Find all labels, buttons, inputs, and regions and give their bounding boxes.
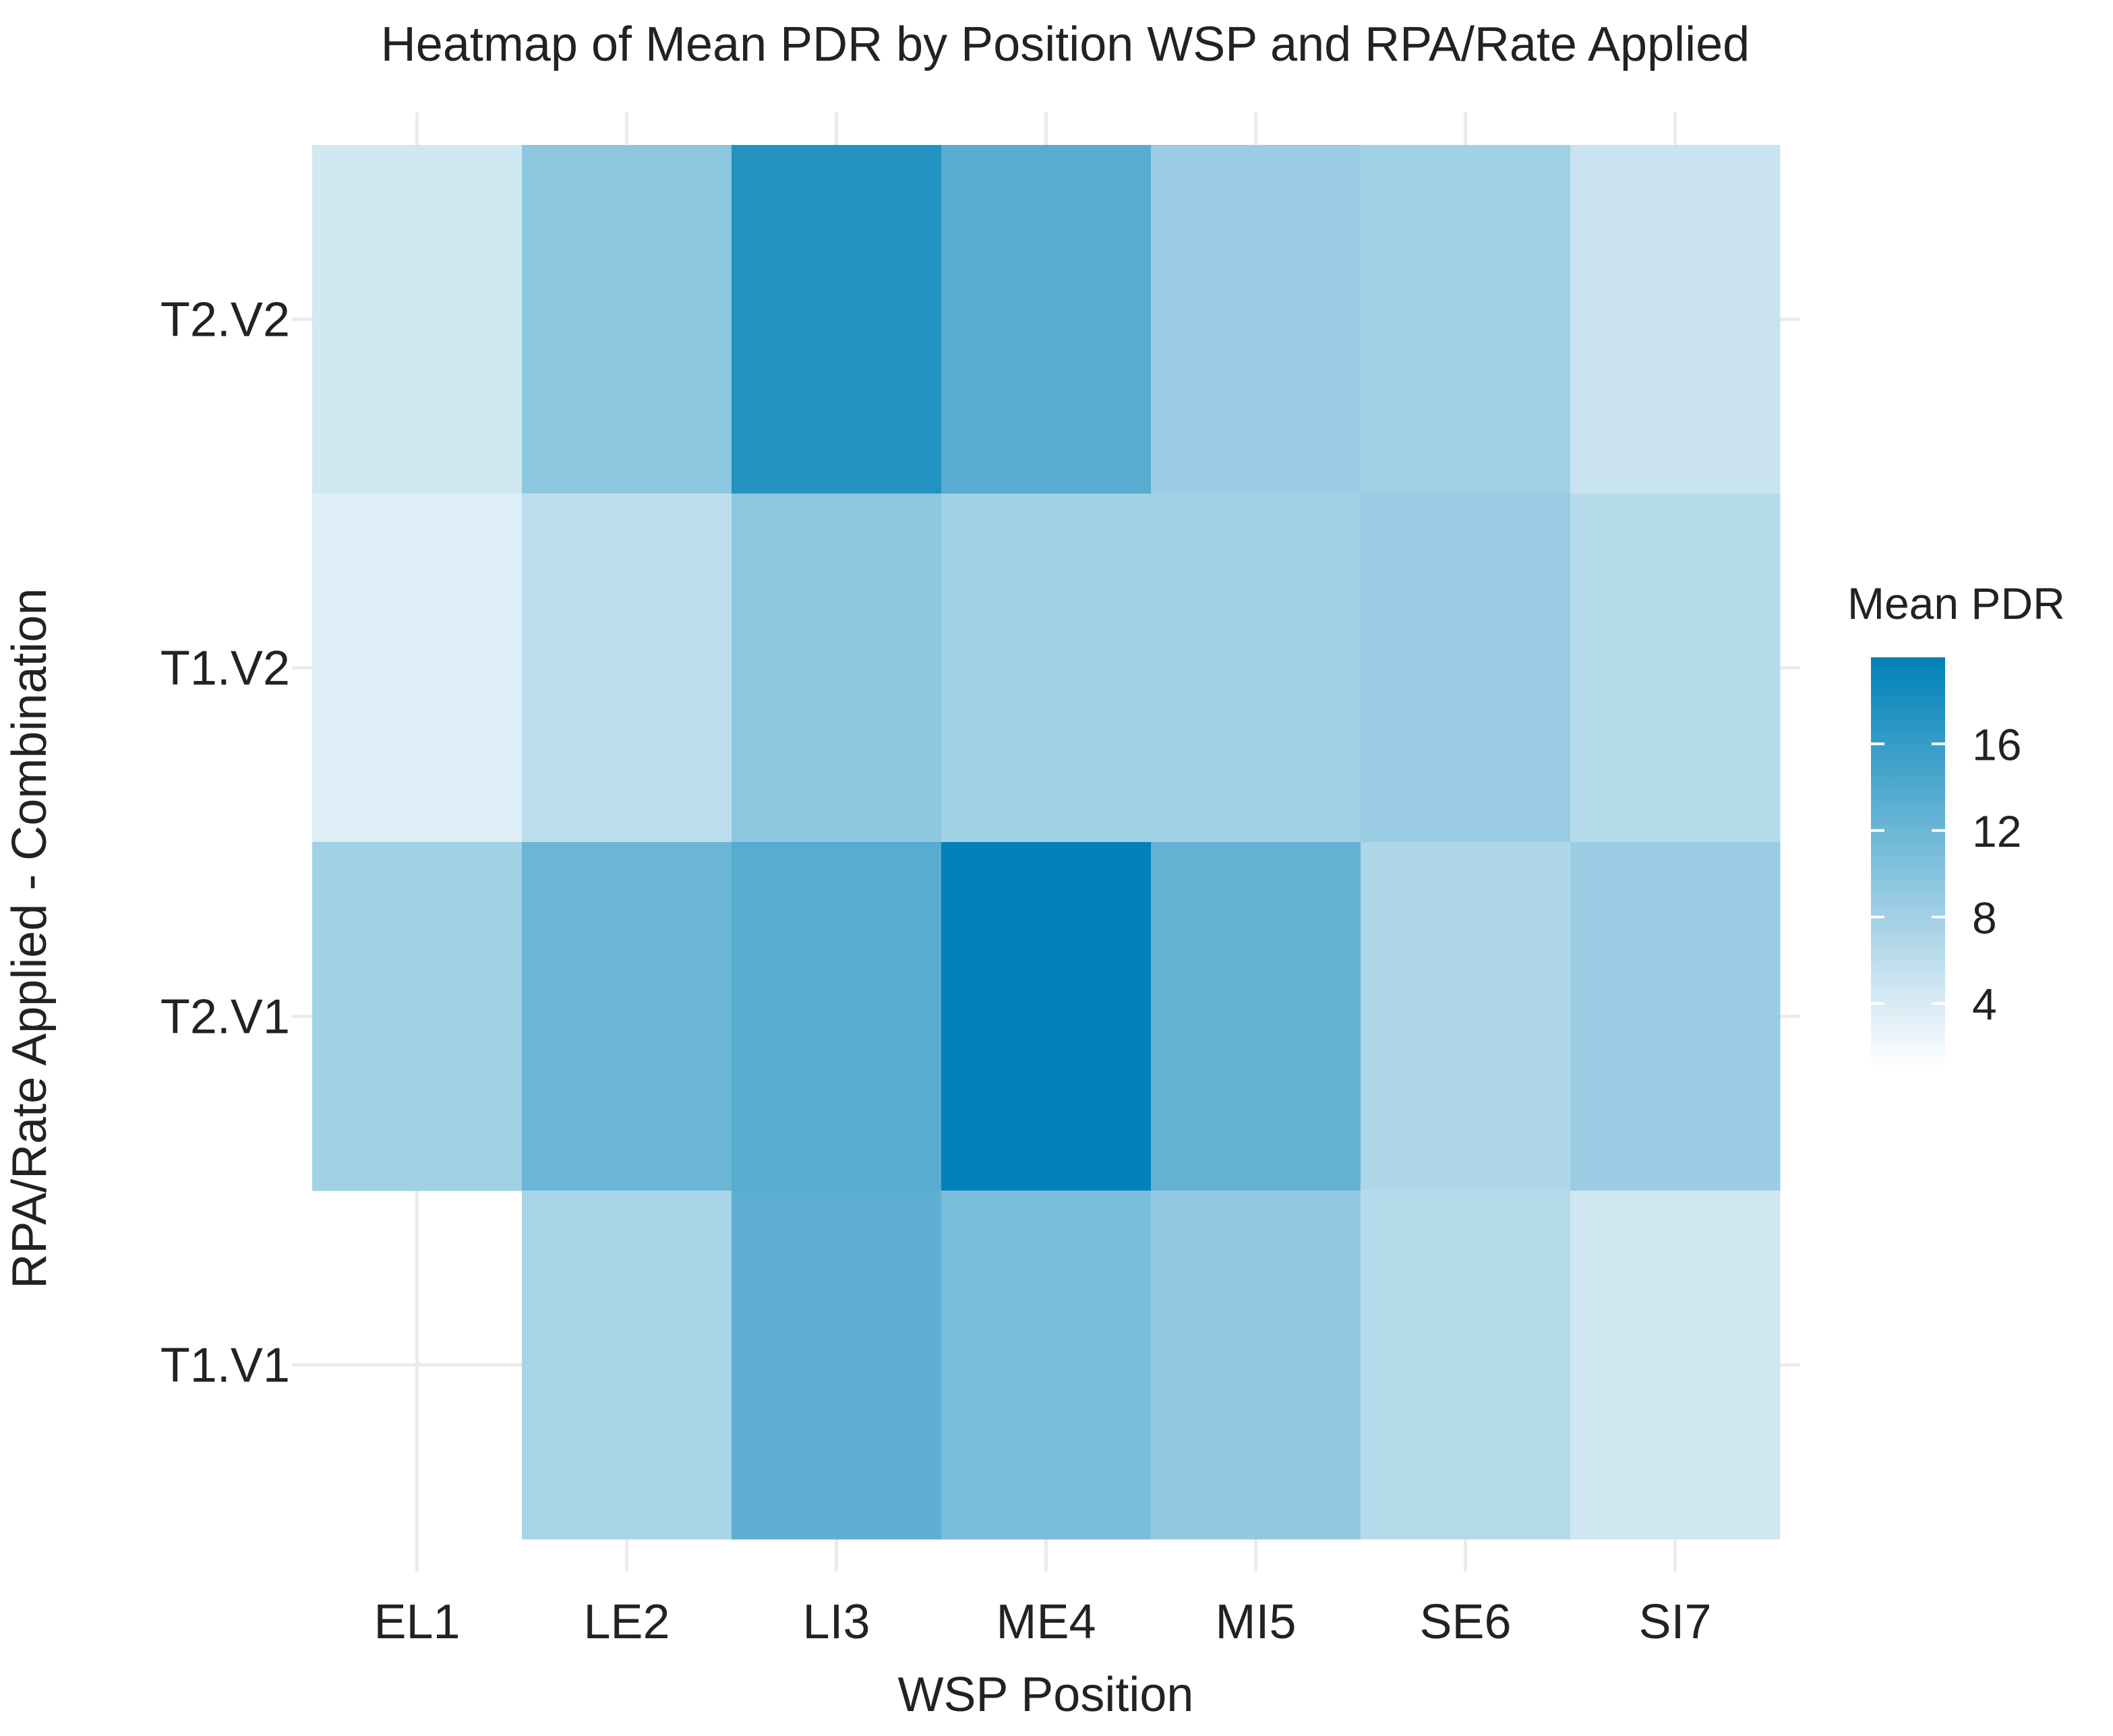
chart-title: Heatmap of Mean PDR by Position WSP and … [381,18,1750,71]
legend-tick-label: 8 [1972,893,1997,942]
heatmap-cells [312,145,1781,1540]
x-tick-label: EL1 [374,1595,460,1649]
legend-tick-label: 12 [1972,806,2021,856]
heatmap-cell-T2.V2-EL1 [312,145,523,494]
heatmap-cell-T2.V2-LE2 [522,145,732,494]
heatmap-cell-T1.V2-MI5 [1151,493,1361,843]
heatmap-cell-T2.V2-MI5 [1151,145,1361,494]
heatmap-cell-T1.V2-LI3 [732,493,942,843]
x-axis-title: WSP Position [898,1668,1194,1722]
heatmap-cell-T1.V1-SI7 [1570,1191,1781,1540]
heatmap-cell-T2.V2-ME4 [941,145,1152,494]
heatmap-cell-T2.V1-EL1 [312,842,523,1191]
y-tick-label: T2.V2 [160,293,290,347]
x-tick-label: SE6 [1419,1595,1511,1649]
color-legend: Mean PDR 4 8 12 16 [1847,578,2065,1069]
x-tick-label: MI5 [1215,1595,1296,1649]
legend-title: Mean PDR [1847,578,2065,628]
heatmap-cell-T1.V1-SE6 [1361,1191,1571,1540]
heatmap-cell-T1.V2-ME4 [941,493,1152,843]
x-tick-label: SI7 [1638,1595,1711,1649]
heatmap-cell-T2.V1-ME4 [941,842,1152,1191]
legend-ticks: 4 8 12 16 [1871,719,2021,1029]
x-tick-label: ME4 [996,1595,1096,1649]
legend-tick-label: 16 [1972,719,2021,769]
heatmap-cell-T2.V1-SE6 [1361,842,1571,1191]
x-axis-ticks: EL1 LE2 LI3 ME4 MI5 SE6 SI7 [374,1595,1711,1649]
y-axis-ticks: T2.V2 T1.V2 T2.V1 T1.V1 [160,293,290,1393]
y-tick-label: T1.V2 [160,642,290,696]
heatmap-cell-T1.V1-ME4 [941,1191,1152,1540]
heatmap-cell-T2.V2-SE6 [1361,145,1571,494]
heatmap-cell-T1.V2-LE2 [522,493,732,843]
heatmap-cell-T1.V2-SE6 [1361,493,1571,843]
x-tick-label: LI3 [802,1595,870,1649]
heatmap-cell-T2.V2-LI3 [732,145,942,494]
heatmap-cell-T2.V2-SI7 [1570,145,1781,494]
y-axis-title: RPA/Rate Applied - Combination [3,588,57,1288]
heatmap-cell-T1.V2-SI7 [1570,493,1781,843]
heatmap-cell-T2.V1-SI7 [1570,842,1781,1191]
heatmap-cell-T2.V1-MI5 [1151,842,1361,1191]
y-tick-label: T1.V1 [160,1339,290,1393]
x-tick-label: LE2 [583,1595,669,1649]
heatmap-cell-T1.V1-MI5 [1151,1191,1361,1540]
heatmap-cell-T2.V1-LI3 [732,842,942,1191]
heatmap-cell-T1.V1-LI3 [732,1191,942,1540]
heatmap-cell-T1.V1-LE2 [522,1191,732,1540]
heatmap-cell-T2.V1-LE2 [522,842,732,1191]
legend-color-bar [1871,657,1945,1069]
y-tick-label: T2.V1 [160,990,290,1044]
legend-tick-label: 4 [1972,980,1997,1029]
heatmap-cell-T1.V2-EL1 [312,493,523,843]
